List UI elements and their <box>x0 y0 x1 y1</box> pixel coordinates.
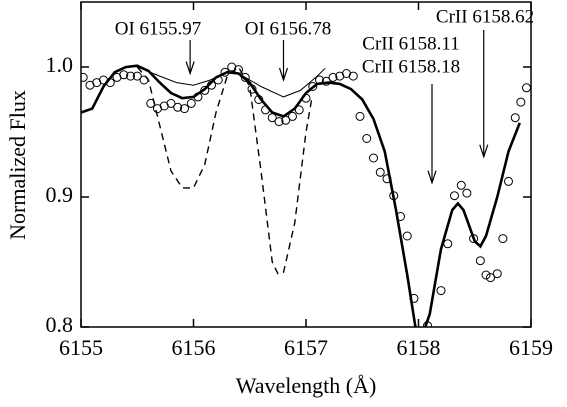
line-dashed <box>136 65 313 275</box>
line-thin <box>137 66 326 98</box>
data-point <box>522 83 531 93</box>
data-point <box>308 82 318 91</box>
data-point <box>492 269 502 279</box>
data-point <box>486 273 495 283</box>
data-point <box>348 71 358 81</box>
data-point <box>510 113 520 123</box>
data-point <box>180 104 189 114</box>
data-point <box>475 256 485 266</box>
data-point <box>369 153 378 163</box>
x-tick-label: 6158 <box>397 335 441 360</box>
annotation-label: CrII 6158.62 <box>436 6 534 27</box>
data-point <box>456 180 466 190</box>
data-point <box>288 111 297 121</box>
data-point <box>402 231 412 241</box>
y-tick-label: 1.0 <box>46 52 74 77</box>
x-tick-label: 6157 <box>284 335 328 360</box>
x-axis-label: Wavelength (Å) <box>236 373 377 398</box>
data-point <box>362 134 372 143</box>
data-point <box>81 72 88 82</box>
plot-frame <box>80 1 532 328</box>
y-tick-label: 0.8 <box>46 312 74 337</box>
data-point <box>516 97 526 107</box>
data-point <box>498 234 508 244</box>
annotation-label: CrII 6158.11 <box>362 33 459 54</box>
plot-area <box>81 62 531 327</box>
data-point <box>186 98 196 108</box>
x-tick-label: 6156 <box>172 335 216 360</box>
data-point <box>328 72 338 82</box>
x-tick-label: 6159 <box>509 335 553 360</box>
line-thick <box>81 64 521 327</box>
data-point <box>274 117 284 127</box>
x-tick-label: 6155 <box>59 335 103 360</box>
y-tick-label: 0.9 <box>46 182 74 207</box>
data-point <box>462 188 472 198</box>
arrow-head <box>479 144 489 159</box>
arrow-head <box>427 170 437 185</box>
data-point <box>443 239 453 249</box>
data-point <box>173 102 183 112</box>
data-point <box>132 71 142 81</box>
arrow-head <box>185 61 195 76</box>
data-point <box>119 70 129 80</box>
data-point <box>481 270 491 280</box>
data-point <box>166 98 176 108</box>
annotation-label: CrII 6158.18 <box>362 56 460 77</box>
data-point <box>436 286 446 296</box>
data-point <box>450 191 459 201</box>
data-point <box>355 111 365 121</box>
annotation-label: OI 6156.78 <box>245 18 332 39</box>
y-axis-label: Normalized Flux <box>5 90 30 240</box>
data-point <box>375 167 385 177</box>
data-point <box>321 76 331 86</box>
data-point <box>504 176 513 186</box>
data-point <box>126 71 135 81</box>
annotation-label: OI 6155.97 <box>115 18 202 39</box>
arrow-head <box>278 67 289 82</box>
data-point <box>240 72 250 82</box>
data-point <box>294 105 304 115</box>
